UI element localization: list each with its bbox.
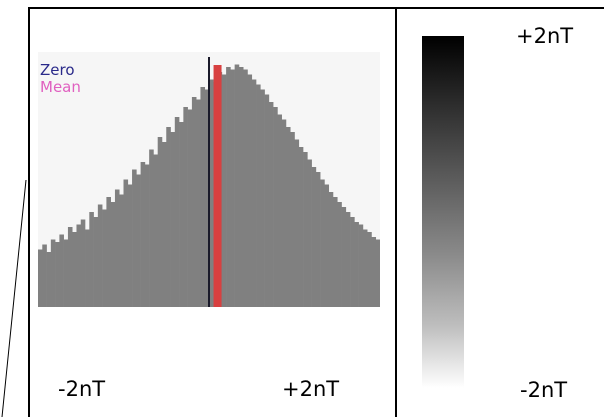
- histogram-bar: [350, 217, 355, 307]
- histogram-bar: [273, 107, 278, 307]
- histogram-bar: [315, 172, 321, 307]
- histogram-bar: [303, 152, 308, 307]
- histogram-bar: [200, 87, 206, 307]
- histogram-bar: [166, 127, 171, 307]
- histogram-bar: [187, 109, 193, 307]
- histogram-bar: [277, 114, 282, 307]
- histogram-bar: [196, 99, 201, 307]
- histogram-bar: [260, 89, 265, 307]
- histogram-bar: [191, 97, 197, 307]
- left-edge-line: [1, 180, 27, 417]
- histogram-bar: [89, 212, 94, 307]
- histogram-bar: [114, 189, 120, 307]
- histogram-bar: [281, 119, 287, 307]
- histogram-bar: [324, 184, 330, 307]
- histogram-bar: [311, 167, 317, 307]
- histogram-bar: [320, 179, 325, 307]
- histogram-bar: [42, 244, 47, 307]
- left-border: [28, 7, 30, 417]
- histogram-bar: [367, 232, 372, 307]
- histogram-bar: [183, 107, 188, 307]
- histogram-bar: [55, 242, 60, 307]
- histogram-bar: [127, 184, 133, 307]
- histogram-bar: [234, 64, 240, 307]
- histogram-bar: [140, 162, 146, 307]
- histogram-bar: [63, 239, 69, 307]
- histogram-bar: [76, 224, 82, 307]
- colorbar-max-label: +2nT: [516, 24, 574, 48]
- x-axis-min-label: -2nT: [58, 377, 106, 401]
- top-border: [28, 7, 604, 9]
- histogram-bar: [149, 149, 154, 307]
- colorbar-min-label: -2nT: [520, 378, 568, 402]
- histogram-bar: [93, 217, 99, 307]
- histogram-bar: [251, 79, 257, 307]
- histogram-bar: [80, 219, 86, 307]
- histogram-bar: [102, 209, 107, 307]
- histogram-chart: [38, 57, 380, 307]
- histogram-bar: [50, 239, 56, 307]
- histogram-bar: [72, 232, 77, 307]
- histogram-bar: [174, 117, 180, 307]
- x-axis-max-label: +2nT: [282, 377, 340, 401]
- histogram-bar: [354, 222, 359, 307]
- histogram-bar: [264, 94, 270, 307]
- histogram-bar: [119, 194, 124, 307]
- histogram-bar: [358, 224, 364, 307]
- histogram-bar: [247, 74, 253, 307]
- histogram-bar: [371, 237, 377, 307]
- histogram-bar: [285, 127, 291, 307]
- histogram-bar: [157, 137, 163, 307]
- histogram-bar: [144, 164, 150, 307]
- colorbar: [422, 36, 464, 388]
- panel-divider: [395, 7, 397, 417]
- mean-marker: [213, 65, 222, 307]
- histogram-bar: [170, 132, 176, 307]
- histogram-bar: [268, 102, 274, 307]
- histogram-bar: [67, 227, 73, 307]
- histogram-bar: [97, 204, 103, 307]
- histogram-bar: [136, 174, 141, 307]
- histogram-bar: [362, 229, 368, 307]
- histogram-bar: [307, 159, 312, 307]
- histogram-bar: [38, 249, 43, 307]
- histogram-bar: [256, 84, 261, 307]
- histogram-bar: [298, 147, 304, 307]
- histogram-bar: [132, 169, 137, 307]
- histogram-bar: [290, 132, 295, 307]
- legend-zero: Zero: [40, 61, 75, 79]
- histogram-bar: [59, 234, 64, 307]
- histogram-bar: [332, 197, 338, 307]
- histogram-bar: [345, 212, 351, 307]
- histogram-bar: [123, 179, 129, 307]
- histogram-bar: [221, 74, 227, 307]
- legend-mean: Mean: [40, 78, 81, 96]
- histogram-bar: [106, 197, 111, 307]
- zero-marker: [208, 57, 210, 307]
- histogram-bar: [328, 192, 334, 307]
- histogram-bar: [179, 122, 184, 307]
- histogram-bar: [153, 154, 159, 307]
- histogram-bar: [110, 202, 116, 307]
- histogram-bar: [238, 67, 244, 307]
- histogram-bar: [226, 67, 231, 307]
- histogram-bar: [337, 202, 342, 307]
- histogram-bar: [209, 79, 214, 307]
- histogram-bar: [204, 89, 210, 307]
- histogram-bar: [341, 207, 347, 307]
- histogram-bar: [230, 69, 235, 307]
- histogram-bar: [375, 239, 380, 307]
- histogram-bar: [85, 229, 90, 307]
- histogram-bar: [46, 252, 52, 307]
- histogram-bar: [243, 69, 248, 307]
- histogram-bar: [161, 142, 167, 307]
- histogram-bar: [294, 139, 300, 307]
